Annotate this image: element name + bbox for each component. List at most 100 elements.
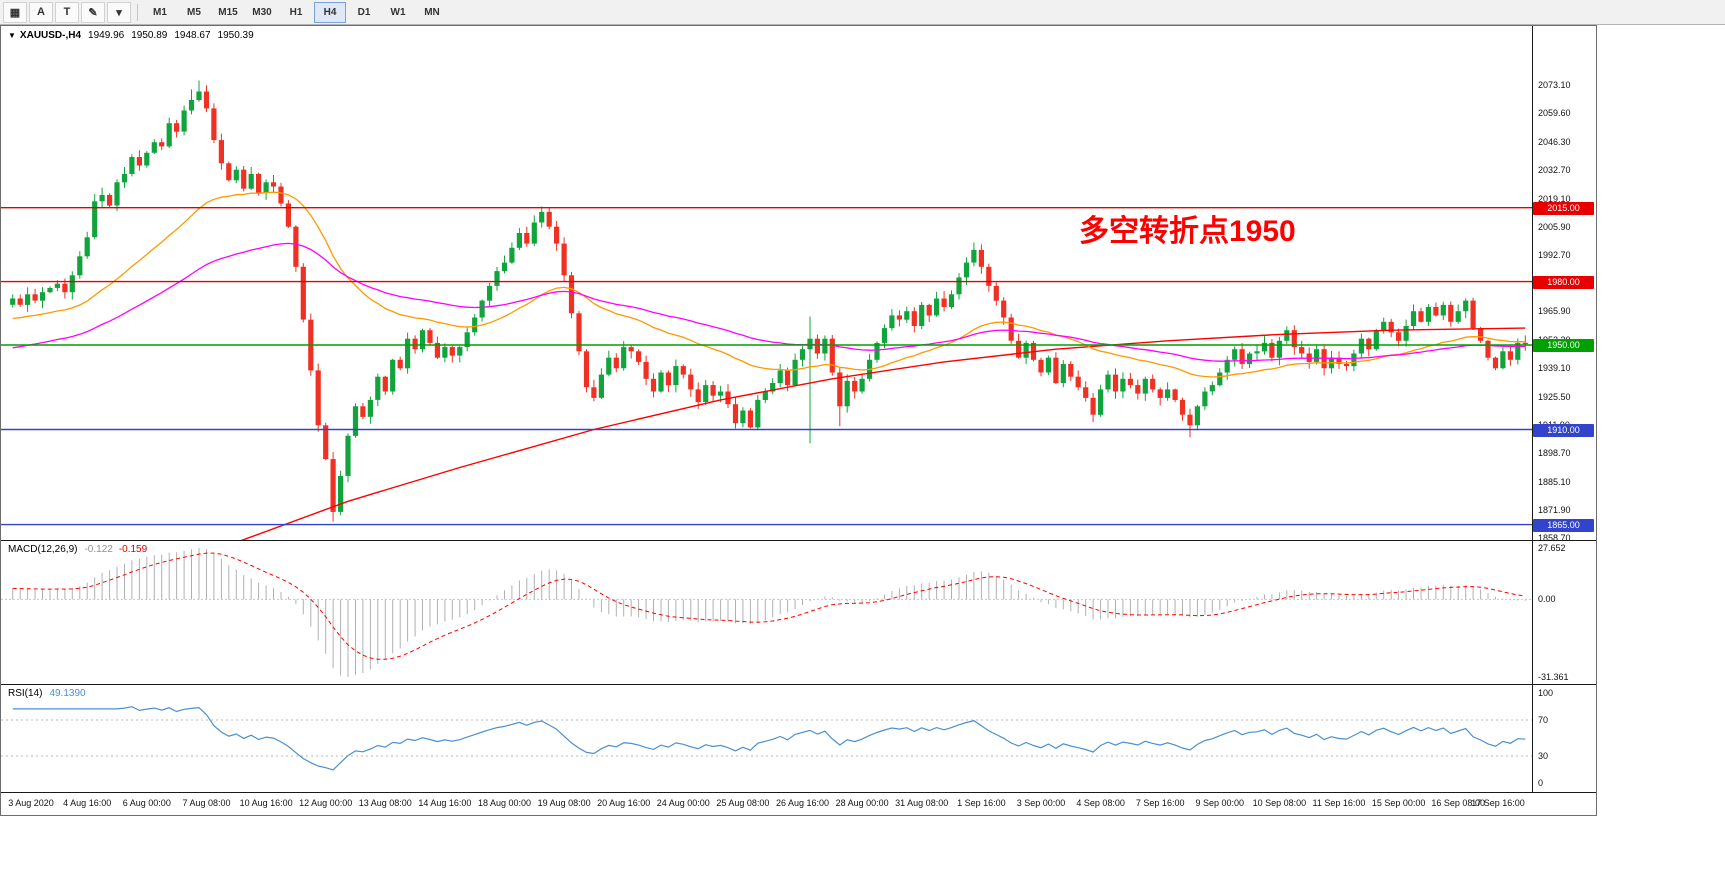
panel-divider[interactable]: [1, 792, 1596, 793]
time-axis-label: 14 Aug 16:00: [418, 798, 472, 808]
timeframe-d1-button[interactable]: D1: [357, 6, 371, 18]
price-tick-label: 1858.70: [1538, 532, 1571, 543]
rsi-panel[interactable]: RSI(14) 49.1390: [1, 685, 1532, 792]
chart-window[interactable]: ▼ XAUUSD-,H4 1949.96 1950.89 1948.67 1950.39 …: [0, 25, 1597, 816]
price-tick-label: 1885.10: [1538, 477, 1571, 488]
rsi-scale-label: 0: [1538, 778, 1544, 788]
moving-average-34: [12, 191, 1526, 378]
price-badge-2015.00: 2015.00: [1533, 201, 1594, 215]
chart-annotation-text[interactable]: 多空转折点1950: [1079, 215, 1296, 248]
rsi-scale-label: 70: [1538, 715, 1549, 725]
chart-symbol-period: XAUUSD-,H4: [19, 30, 82, 41]
macd-histogram: [12, 548, 1526, 677]
rsi-scale-label: 100: [1538, 688, 1554, 698]
price-tick-label: 1979.50: [1538, 277, 1571, 288]
time-axis-label: 11 Sep 16:00: [1312, 798, 1366, 808]
price-badge-1865.00: 1865.00: [1533, 518, 1594, 532]
price-tick-label: 2073.10: [1538, 79, 1571, 90]
time-axis-label: 7 Aug 08:00: [182, 798, 231, 808]
time-axis-label: 6 Aug 00:00: [122, 798, 171, 808]
price-badge-1950.00: 1950.00: [1533, 339, 1594, 352]
price-tick-label: 1939.10: [1538, 363, 1571, 374]
time-axis-label: 4 Sep 08:00: [1076, 798, 1125, 808]
price-tick-label: 2059.60: [1538, 108, 1571, 119]
time-axis[interactable]: 3 Aug 2020 4 Aug 16:00 6 Aug 00:00 7 Aug 08…: [1, 793, 1532, 815]
time-axis-label: 15 Sep 00:00: [1371, 798, 1426, 808]
rsi-chart[interactable]: [1, 685, 1532, 792]
timeframe-w1-button[interactable]: W1: [390, 6, 406, 18]
price-tick-label: 2019.10: [1538, 194, 1571, 205]
macd-panel[interactable]: MACD(12,26,9) -0.122 -0.159: [1, 541, 1532, 684]
price-tick-label: 1925.50: [1538, 391, 1571, 402]
slow-trend-line[interactable]: [221, 327, 1526, 540]
main-toolbar: ▦ A T ✎ ▾ M1 M5 M15 M30 H1 H4 D1 W1 MN: [0, 0, 1725, 25]
draw-tool-button[interactable]: ✎: [81, 1, 105, 23]
ohlc-open: 1949.96: [88, 30, 125, 41]
time-axis-label: 10 Aug 16:00: [239, 798, 293, 808]
timeframe-mn-button[interactable]: MN: [424, 6, 440, 18]
toolbar-left-group: ▦ A T ✎ ▾: [2, 1, 132, 23]
panel-divider[interactable]: [1, 684, 1596, 685]
timeframe-m15-button[interactable]: M15: [218, 6, 238, 18]
indicators-dropdown-button[interactable]: ▾: [107, 1, 131, 23]
time-axis-label: 12 Aug 00:00: [299, 798, 353, 808]
rsi-line: [12, 706, 1526, 771]
price-tick-label: 2032.70: [1538, 165, 1571, 176]
chart-collapse-icon[interactable]: ▼: [8, 31, 16, 40]
rsi-value: 49.1390: [49, 688, 86, 699]
rsi-name: RSI(14): [8, 688, 43, 699]
price-tick-label: 1871.90: [1538, 505, 1571, 515]
candles-layer: [10, 80, 1528, 522]
price-tick-label: 2005.90: [1538, 221, 1571, 232]
time-axis-label: 1 Sep 16:00: [957, 798, 1006, 808]
macd-chart[interactable]: [1, 541, 1532, 684]
price-tick-label: 2046.30: [1538, 136, 1571, 147]
time-axis-label: 20 Aug 16:00: [597, 798, 651, 808]
time-axis-label: 24 Aug 00:00: [656, 798, 710, 808]
panel-divider[interactable]: [1, 540, 1596, 541]
time-axis-label: 16 Sep 08:00: [1431, 798, 1485, 808]
time-axis-label: 3 Sep 00:00: [1016, 798, 1066, 808]
ohlc-high: 1950.89: [131, 30, 168, 41]
macd-label: MACD(12,26,9) -0.122 -0.159: [8, 544, 147, 555]
time-axis-label: 31 Aug 08:00: [895, 798, 949, 808]
timeframe-m5-button[interactable]: M5: [187, 6, 201, 18]
time-axis-label: 19 Aug 08:00: [537, 798, 591, 808]
timeframe-h1-button[interactable]: H1: [289, 6, 303, 18]
price-tick-label: 1992.70: [1538, 249, 1571, 260]
price-badge-1980.00: 1980.00: [1533, 275, 1594, 289]
toolbar-separator: [137, 3, 138, 21]
timeframe-m1-button[interactable]: M1: [153, 6, 167, 18]
macd-signal-line: [12, 552, 1526, 660]
time-axis-label: 18 Aug 00:00: [477, 798, 532, 808]
time-axis-label: 17 Sep 16:00: [1471, 798, 1525, 808]
text-tool-button[interactable]: T: [55, 1, 79, 23]
time-axis-label: 10 Sep 08:00: [1252, 798, 1307, 808]
time-axis-label: 3 Aug 2020: [8, 798, 54, 808]
windows-grid-button[interactable]: ▦: [3, 1, 27, 23]
timeframe-m30-button[interactable]: M30: [252, 6, 272, 18]
ohlc-close: 1950.39: [217, 30, 254, 41]
candlestick-chart[interactable]: [1, 26, 1532, 540]
macd-scale-label: 27.652: [1538, 543, 1566, 553]
time-axis-label: 4 Aug 16:00: [63, 798, 112, 808]
price-chart-panel[interactable]: ▼ XAUUSD-,H4 1949.96 1950.89 1948.67 1950.39 …: [1, 26, 1532, 540]
price-badge-1910.00: 1910.00: [1533, 423, 1594, 437]
price-tick-label: 1898.70: [1538, 448, 1571, 459]
time-axis-label: 26 Aug 16:00: [775, 798, 830, 808]
moving-average-72: [12, 242, 1526, 362]
rsi-label: RSI(14) 49.1390: [8, 688, 86, 699]
macd-name: MACD(12,26,9): [8, 544, 78, 555]
price-scale-separator[interactable]: [1532, 26, 1533, 793]
timeframe-group: M1 M5 M15 M30 H1 H4 D1 W1 MN: [143, 1, 449, 23]
macd-main-value: -0.122: [84, 544, 113, 555]
arrow-text-a-button[interactable]: A: [29, 1, 53, 23]
chart-title: ▼ XAUUSD-,H4 1949.96 1950.89 1948.67 1950.39: [8, 30, 254, 41]
price-tick-label: 1911.90: [1538, 420, 1570, 431]
macd-scale-label: 0.00: [1538, 594, 1556, 605]
macd-scale-label: -31.361: [1538, 672, 1569, 682]
ohlc-low: 1948.67: [174, 30, 211, 41]
timeframe-h4-button[interactable]: H4: [314, 1, 346, 23]
time-axis-label: 25 Aug 08:00: [716, 798, 770, 808]
price-tick-label: 1952.30: [1538, 335, 1571, 346]
